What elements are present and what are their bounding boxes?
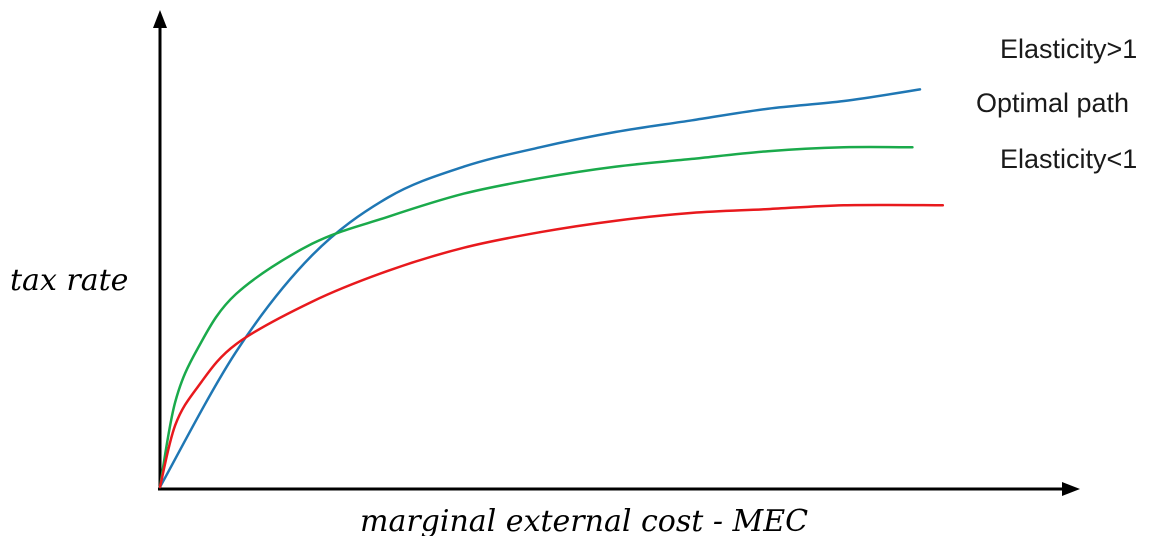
x-axis-arrow bbox=[1062, 482, 1080, 496]
legend: Elasticity>1 Optimal path Elasticity<1 bbox=[976, 34, 1137, 174]
legend-label-elasticity-1: Elasticity>1 bbox=[1000, 34, 1137, 64]
y-axis-title: tax rate bbox=[10, 263, 128, 298]
y-axis-arrow bbox=[153, 10, 167, 28]
x-axis-title: marginal external cost - MEC bbox=[360, 504, 808, 536]
series-line-elasticity-1 bbox=[158, 88, 922, 489]
axes bbox=[153, 10, 1080, 496]
legend-label-elasticity-1: Elasticity<1 bbox=[1000, 144, 1137, 174]
series-lines bbox=[158, 88, 945, 489]
legend-label-optimal-path: Optimal path bbox=[976, 88, 1129, 118]
series-line-optimal-path bbox=[158, 145, 914, 489]
series-line-elasticity-1 bbox=[158, 203, 945, 489]
